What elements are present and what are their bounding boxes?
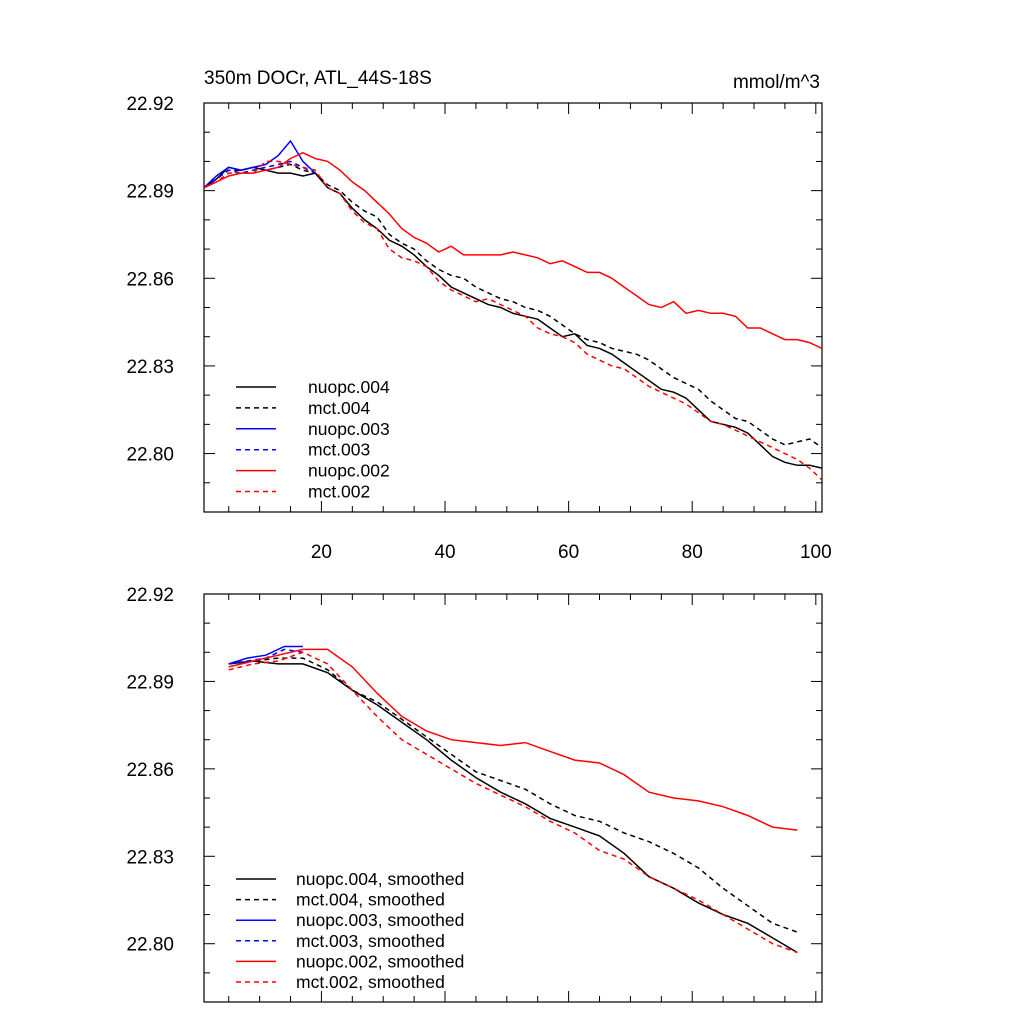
series-line-nuopc-003 [204,139,316,189]
legend-label: mct.004, smoothed [296,890,445,910]
y-tick-label: 22.86 [126,269,174,290]
series-line-nuopc-002-smoothed [228,648,798,831]
chart-panel-bottom: 22.80 22.83 22.86 22.89 22.92 nuopc.004, smoo… [126,585,823,1003]
series-line-mct-002 [204,160,822,481]
y-tick-label: 22.89 [126,182,174,203]
legend-label: mct.004 [308,398,371,418]
x-tick-label: 40 [434,542,455,563]
legend-label: nuopc.003, smoothed [296,910,464,930]
series-line-nuopc-004-smoothed [228,660,798,954]
y-tick-label: 22.83 [126,847,174,868]
series-line-nuopc-004 [204,166,822,469]
series-line-mct-002-smoothed [228,651,798,954]
y-tick-label: 22.80 [126,445,174,466]
chart-title: 350m DOCr, ATL_44S-18S [204,68,432,89]
y-tick-label: 22.80 [126,935,174,956]
x-tick-label: 20 [311,542,332,563]
chart-panel-top: 22.80 22.83 22.86 22.89 22.92 20 40 60 80 100 nuop… [126,94,831,563]
legend-label: mct.002, smoothed [296,972,445,992]
units-label: mmol/m^3 [733,72,820,93]
y-tick-label: 22.92 [126,94,174,115]
legend-label: nuopc.003 [308,419,390,439]
series-line-mct-004-smoothed [228,657,798,933]
y-tick-label: 22.83 [126,357,174,378]
x-tick-label: 100 [800,542,832,563]
legend-label: mct.003 [308,440,370,460]
legend-label: mct.003, smoothed [296,931,445,951]
legend-label: nuopc.002, smoothed [296,951,464,971]
series-line-nuopc-003-smoothed [228,645,303,665]
legend-label: mct.002 [308,482,370,502]
legend-label: nuopc.004, smoothed [296,869,464,889]
y-tick-label: 22.89 [126,672,174,693]
x-tick-label: 80 [682,542,703,563]
series-line-mct-004 [204,163,822,449]
y-tick-label: 22.92 [126,585,174,606]
x-tick-label: 60 [558,542,579,563]
series-line-nuopc-002 [204,151,822,350]
legend-label: nuopc.004 [308,377,390,397]
y-tick-label: 22.86 [126,760,174,781]
series-line-mct-003 [204,160,316,189]
legend-label: nuopc.002 [308,461,390,481]
